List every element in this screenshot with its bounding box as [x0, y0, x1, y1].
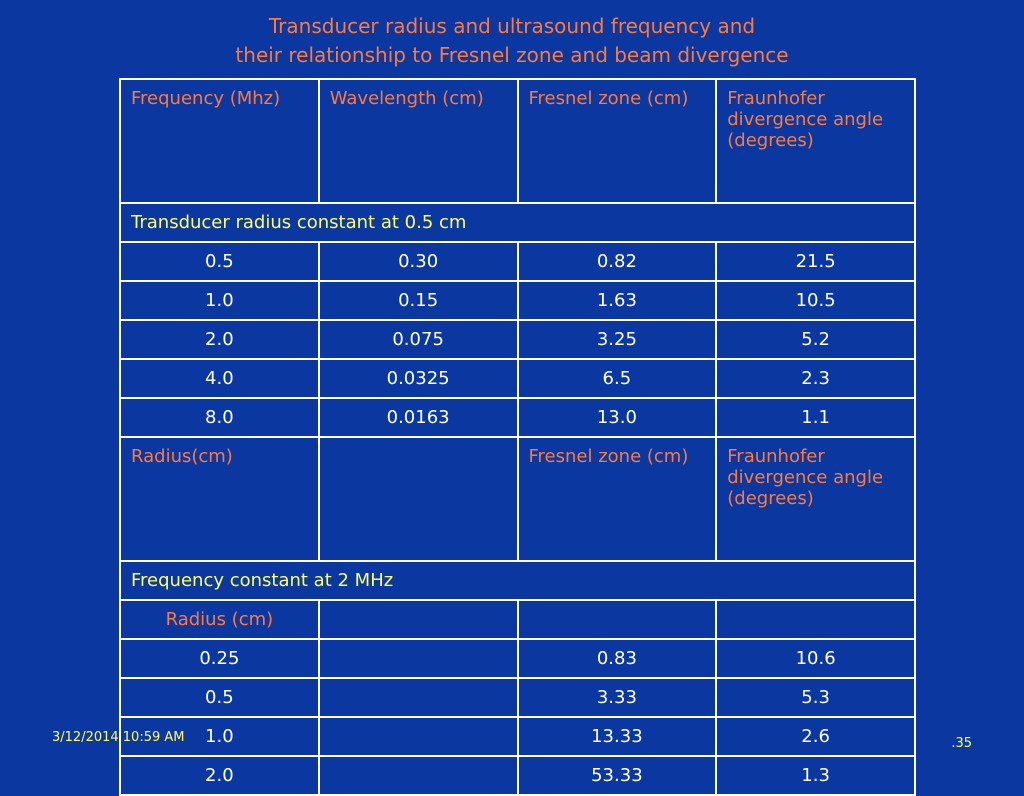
header-cell: Wavelength (cm) — [317, 78, 519, 204]
table-header-row: Frequency (Mhz) Wavelength (cm) Fresnel … — [119, 78, 916, 204]
table-cell: 5.2 — [715, 319, 916, 360]
table-cell: 3.25 — [516, 319, 718, 360]
header-cell: Fraunhofer divergence angle (degrees) — [715, 78, 916, 204]
table-cell: 6.5 — [516, 358, 718, 399]
header-cell: Frequency (Mhz) — [119, 78, 320, 204]
footer-date: 3/12/2014 10:59 AM — [52, 730, 185, 745]
table-cell: 10.6 — [715, 638, 916, 679]
table-cell: 1.0 — [119, 280, 320, 321]
subheader-cell — [715, 599, 916, 640]
table-cell: 10.5 — [715, 280, 916, 321]
table-cell: 5.3 — [715, 677, 916, 718]
table-cell: 0.83 — [516, 638, 718, 679]
section-row: Transducer radius constant at 0.5 cm — [119, 202, 916, 243]
table-cell: 1.63 — [516, 280, 718, 321]
table-cell: 21.5 — [715, 241, 916, 282]
section-label: Transducer radius constant at 0.5 cm — [119, 202, 916, 243]
header-cell: Fresnel zone (cm) — [516, 436, 718, 562]
table-cell: 0.25 — [119, 638, 320, 679]
table-cell: 0.0163 — [317, 397, 519, 438]
table-cell: 0.0325 — [317, 358, 519, 399]
table-cell: 3.33 — [516, 677, 718, 718]
table-cell: 8.0 — [119, 397, 320, 438]
table-cell: 1.1 — [715, 397, 916, 438]
table-cell: 2.0 — [119, 319, 320, 360]
data-table: Frequency (Mhz) Wavelength (cm) Fresnel … — [119, 78, 916, 796]
table-row: 0.25 0.83 10.6 — [119, 638, 916, 679]
table-cell: 0.5 — [119, 677, 320, 718]
slide-title-line-1: Transducer radius and ultrasound frequen… — [268, 14, 756, 38]
table-cell — [317, 638, 519, 679]
table-cell: 13.33 — [516, 716, 718, 757]
subheader-row: Radius (cm) — [119, 599, 916, 640]
table-cell: 0.5 — [119, 241, 320, 282]
table-cell: 53.33 — [516, 755, 718, 796]
slide-number: .35 — [951, 736, 972, 751]
table-header-row: Radius(cm) Fresnel zone (cm) Fraunhofer … — [119, 436, 916, 562]
table-cell: 4.0 — [119, 358, 320, 399]
table-cell: 13.0 — [516, 397, 718, 438]
header-cell: Fresnel zone (cm) — [516, 78, 718, 204]
table-cell: 1.3 — [715, 755, 916, 796]
subheader-cell: Radius (cm) — [119, 599, 320, 640]
table-cell — [317, 755, 519, 796]
table-cell: 2.0 — [119, 755, 320, 796]
table-cell: 2.3 — [715, 358, 916, 399]
header-cell — [317, 436, 519, 562]
table-row: 2.0 53.33 1.3 — [119, 755, 916, 796]
slide-title-line-2: their relationship to Fresnel zone and b… — [235, 43, 789, 67]
table-cell: 0.075 — [317, 319, 519, 360]
table-cell: 0.82 — [516, 241, 718, 282]
table-cell — [317, 716, 519, 757]
subheader-cell — [317, 599, 519, 640]
table-cell: 0.15 — [317, 280, 519, 321]
table-row: 2.0 0.075 3.25 5.2 — [119, 319, 916, 360]
subheader-cell — [516, 599, 718, 640]
table-cell — [317, 677, 519, 718]
slide-title: Transducer radius and ultrasound frequen… — [0, 12, 1024, 70]
table-row: 1.0 0.15 1.63 10.5 — [119, 280, 916, 321]
section-row: Frequency constant at 2 MHz — [119, 560, 916, 601]
header-cell: Fraunhofer divergence angle (degrees) — [715, 436, 916, 562]
header-cell: Radius(cm) — [119, 436, 320, 562]
table-row: 0.5 0.30 0.82 21.5 — [119, 241, 916, 282]
table-row: 8.0 0.0163 13.0 1.1 — [119, 397, 916, 438]
table-cell: 2.6 — [715, 716, 916, 757]
table-row: 0.5 3.33 5.3 — [119, 677, 916, 718]
table-cell: 0.30 — [317, 241, 519, 282]
table-row: 4.0 0.0325 6.5 2.3 — [119, 358, 916, 399]
table-row: 1.0 13.33 2.6 — [119, 716, 916, 757]
section-label: Frequency constant at 2 MHz — [119, 560, 916, 601]
table-cell: 1.0 — [119, 716, 320, 757]
